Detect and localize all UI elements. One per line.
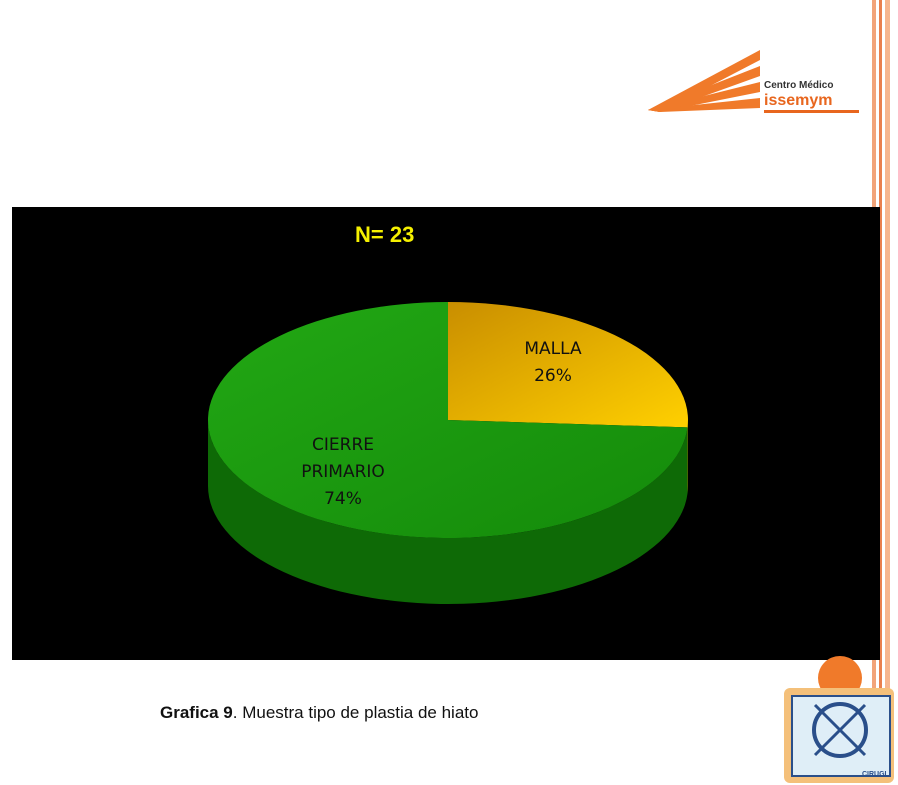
logo: Centro Médico issemym xyxy=(648,50,859,113)
slice xyxy=(208,302,688,538)
slice-value-label: 26% xyxy=(534,365,572,386)
caption-text: . Muestra tipo de plastia de hiato xyxy=(232,703,479,722)
caption: Grafica 9. Muestra tipo de plastia de hi… xyxy=(160,703,478,723)
slice-label: CIERRE PRIMARIO xyxy=(301,435,385,483)
logo-line1: Centro Médico xyxy=(764,80,833,91)
slice-label: MALLA xyxy=(524,338,582,359)
slice-side xyxy=(208,420,688,605)
caption-label: Grafica 9 xyxy=(160,703,233,722)
badge: CIRUGI xyxy=(784,656,894,783)
border-stripe xyxy=(879,0,882,690)
badge-text: CIRUGI xyxy=(862,771,887,778)
slice xyxy=(448,302,688,428)
pie xyxy=(208,302,688,605)
chart-title: N= 23 xyxy=(355,222,414,247)
logo-line2: issemym xyxy=(764,92,833,109)
border-stripe xyxy=(885,0,890,690)
slice-value-label: 74% xyxy=(324,489,362,510)
